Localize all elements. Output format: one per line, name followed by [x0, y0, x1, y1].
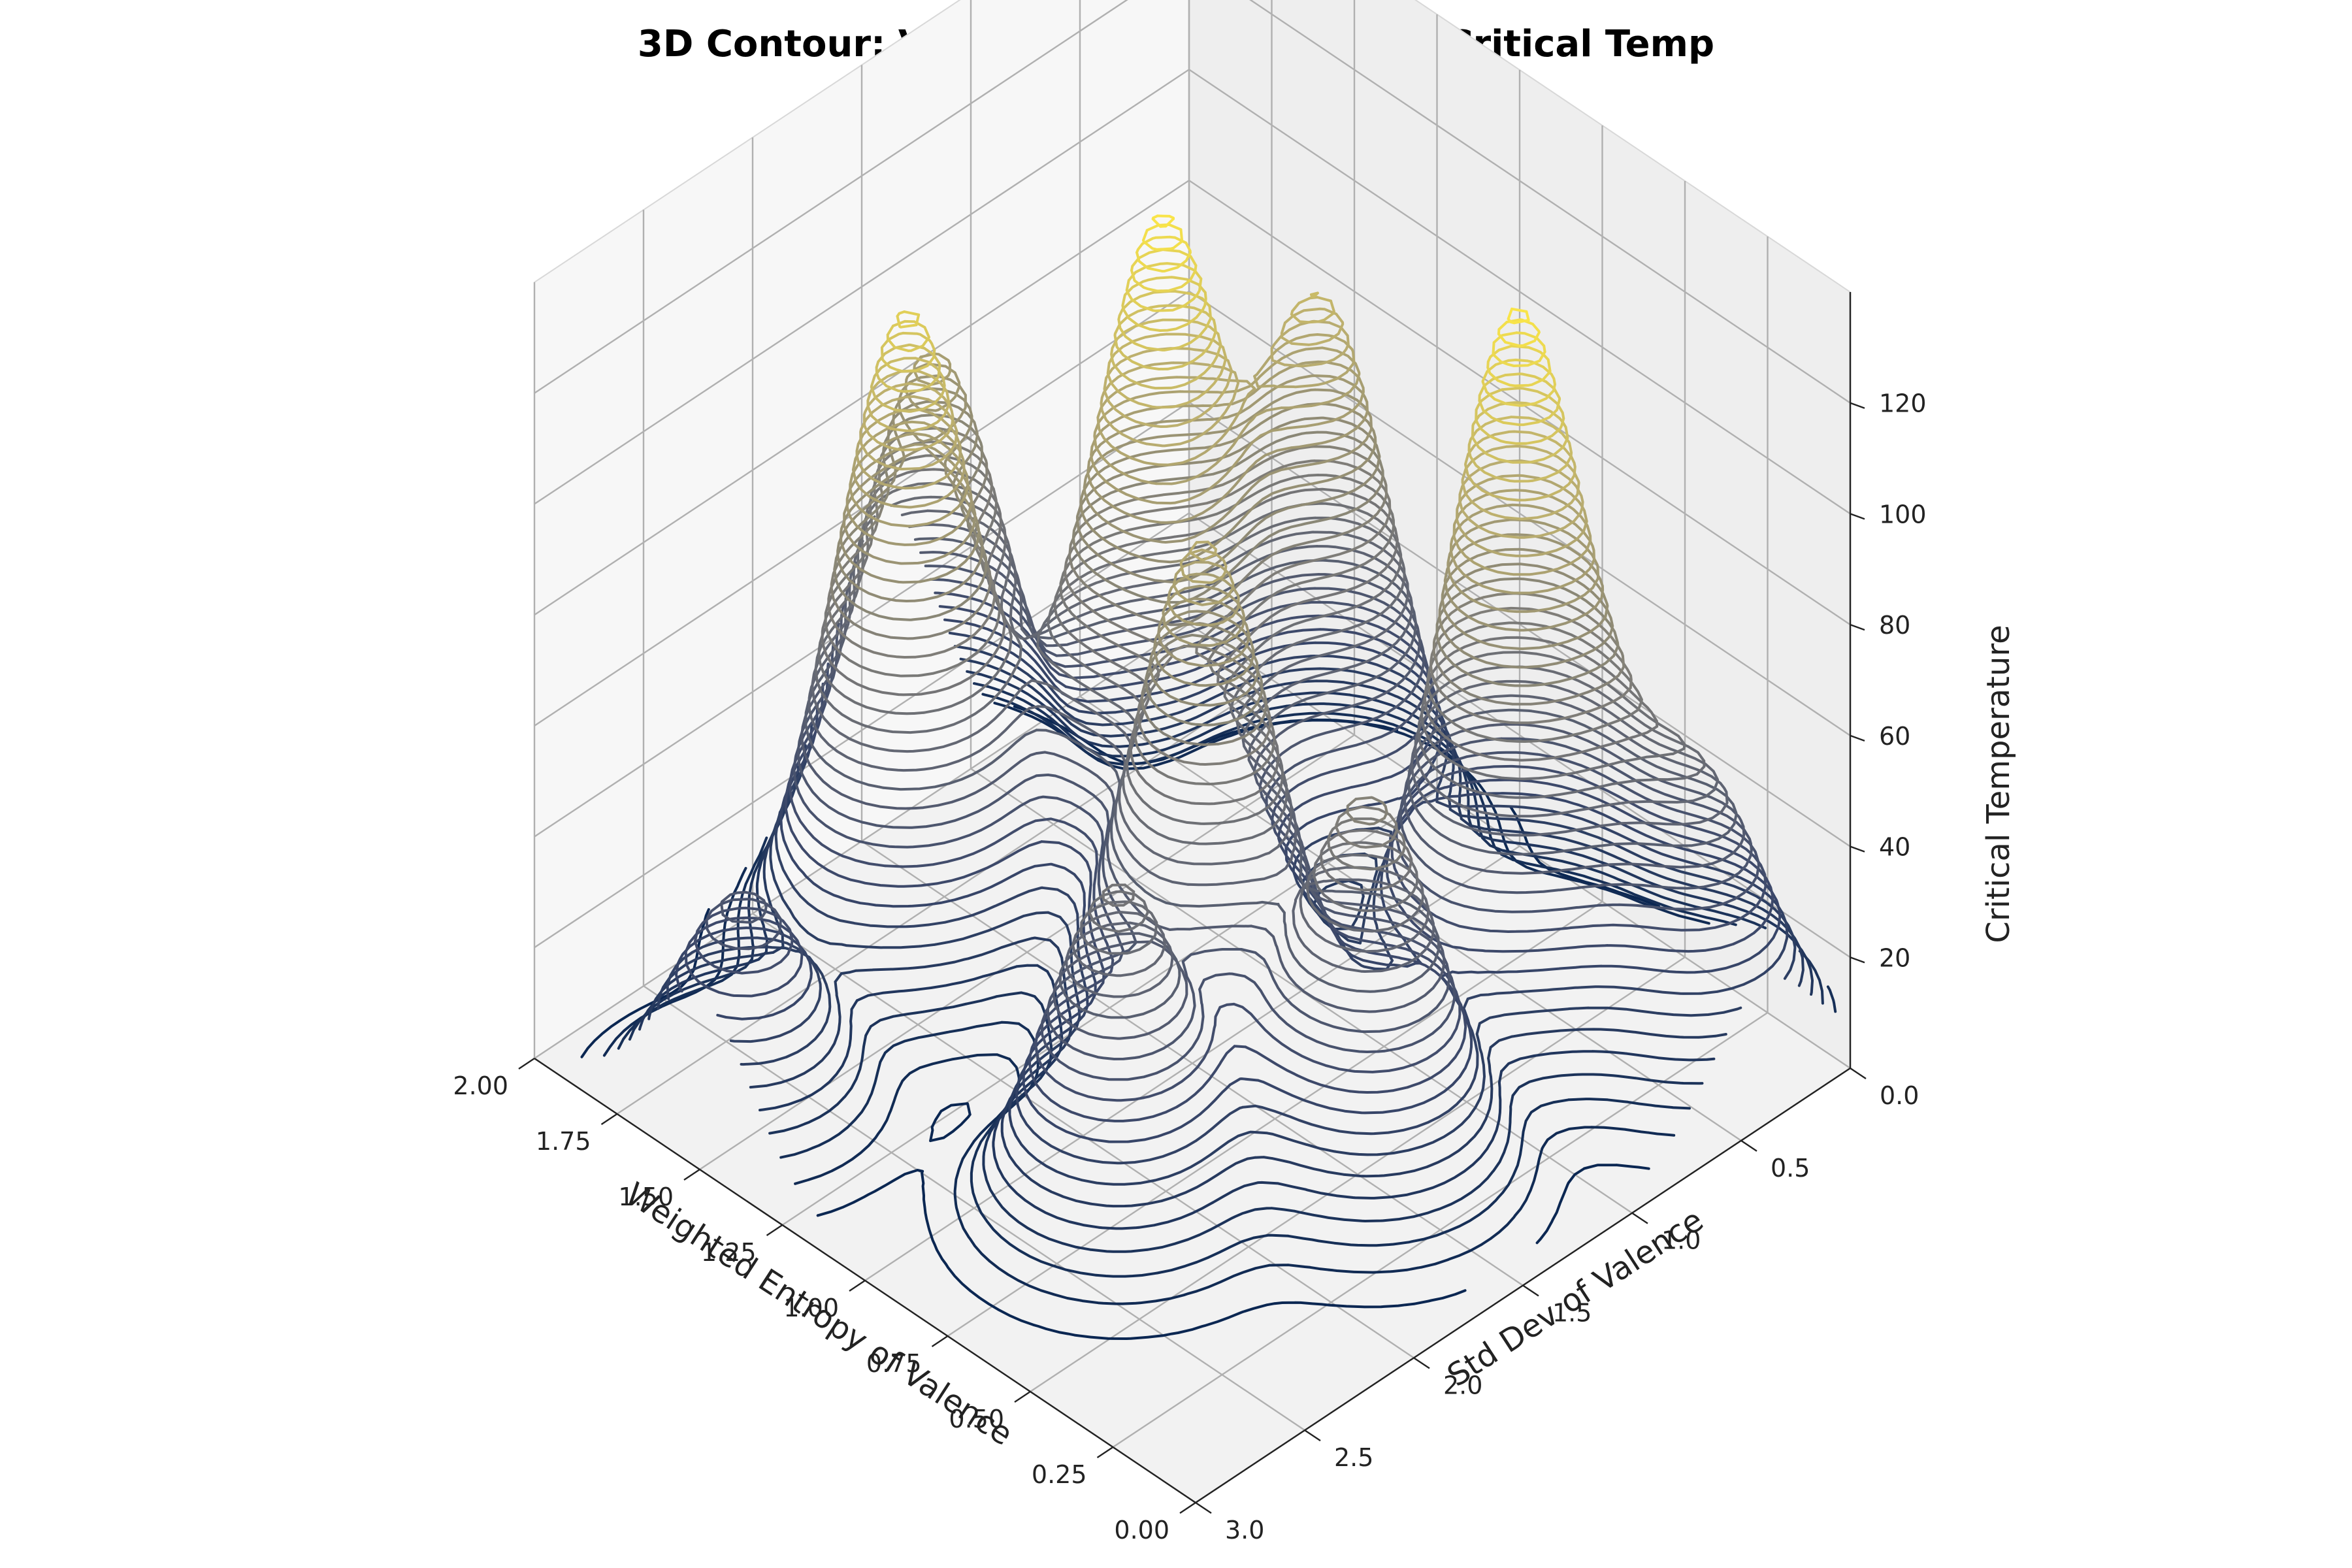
y-tick-label: 1.0 [1661, 1226, 1701, 1255]
x-tick-mark [518, 1058, 535, 1070]
x-tick-mark [1014, 1391, 1031, 1403]
x-tick-label: 1.50 [618, 1183, 674, 1211]
z-tick-mark [1850, 624, 1865, 631]
y-tick-mark [1631, 1212, 1648, 1224]
z-tick-label: 100 [1879, 500, 1927, 529]
z-tick-mark [1850, 513, 1865, 520]
x-tick-label: 0.00 [1114, 1516, 1169, 1544]
grid-line-z [534, 179, 1851, 626]
contour-level [886, 276, 1561, 427]
y-tick-label: 2.0 [1443, 1371, 1482, 1399]
grid-line-z [534, 68, 1851, 515]
y-tick-mark [1304, 1429, 1321, 1442]
contour-level [866, 296, 1576, 502]
z-tick-label: 40 [1879, 833, 1910, 862]
y-tick-label: 2.5 [1334, 1443, 1373, 1472]
contour-level [862, 307, 1580, 521]
x-tick-mark [849, 1280, 866, 1292]
contour-level [1135, 235, 1546, 367]
y-tick-mark [1850, 1068, 1867, 1079]
contour-level [693, 591, 1767, 1102]
x-tick-mark [600, 1113, 618, 1125]
contour-level [855, 333, 1588, 584]
contour-level [845, 363, 1600, 647]
y-tick-mark [1522, 1284, 1539, 1297]
x-tick-mark [1179, 1502, 1196, 1514]
z-axis-label: Critical Temperature [1980, 625, 2017, 943]
z-tick-mark [1850, 734, 1865, 742]
x-tick-label: 0.75 [866, 1349, 922, 1378]
grid-line-z [534, 0, 1851, 404]
x-tick-mark [766, 1224, 783, 1236]
z-tick-mark [1850, 845, 1865, 853]
y-tick-label: 3.0 [1225, 1516, 1264, 1544]
y-tick-label: 0.5 [1771, 1154, 1810, 1183]
z-tick-mark [1850, 956, 1865, 964]
x-tick-mark [1096, 1446, 1114, 1458]
z-tick-label: 60 [1879, 722, 1910, 751]
grid-line-z [534, 290, 1851, 736]
contour-level [1142, 223, 1541, 348]
y-tick-mark [1413, 1357, 1430, 1369]
x-tick-label: 0.25 [1032, 1460, 1087, 1489]
z-tick-label: 20 [1879, 943, 1910, 972]
x-tick-mark [931, 1335, 949, 1347]
x-tick-label: 1.25 [701, 1238, 757, 1267]
contour-level [870, 291, 1573, 483]
contour-level [1151, 214, 1530, 325]
contour-lines [580, 214, 1837, 1340]
z-tick-label: 120 [1879, 389, 1927, 418]
grid-line-y [642, 210, 1305, 1431]
y-tick-mark [1740, 1139, 1757, 1152]
y-tick-label: 0.0 [1880, 1081, 1919, 1110]
x-tick-label: 1.00 [783, 1294, 839, 1322]
x-tick-label: 0.50 [949, 1405, 1004, 1433]
contour-level [827, 440, 1633, 849]
grid-line-y [751, 137, 1414, 1359]
contour-level [657, 645, 1797, 1186]
grid-line-z [534, 512, 1851, 958]
y-tick-label: 1.5 [1552, 1299, 1592, 1328]
contour-level [1130, 248, 1552, 387]
contour-level [808, 523, 1729, 998]
contour-level [859, 319, 1584, 561]
z-tick-label: 80 [1879, 611, 1910, 640]
z-tick-mark [1850, 402, 1865, 409]
y-tick-mark [1195, 1502, 1212, 1514]
x-tick-label: 2.00 [453, 1071, 508, 1100]
x-tick-mark [683, 1169, 700, 1181]
contour-level [880, 289, 1565, 445]
tick-labels: 0.00 0.25 0.50 0.75 1.00 1.25 1.50 1.75 2.00 0.0 0… [453, 389, 1926, 1544]
x-tick-label: 1.75 [536, 1127, 591, 1156]
